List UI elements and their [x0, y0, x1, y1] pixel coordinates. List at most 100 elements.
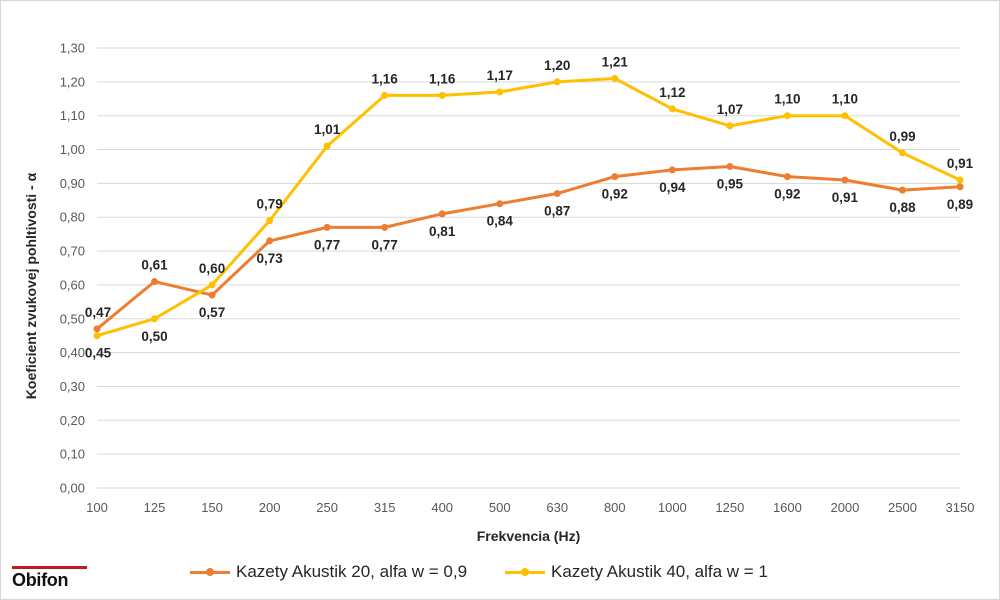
data-label-series-2: 1,21 — [602, 54, 629, 69]
data-point-series-1 — [668, 166, 676, 174]
data-label-series-1: 0,91 — [832, 190, 859, 205]
y-tick-label: 1,20 — [60, 74, 85, 89]
x-tick-label: 200 — [259, 500, 281, 515]
data-label-series-1: 0,61 — [141, 258, 168, 273]
legend-item-series-2: Kazety Akustik 40, alfa w = 1 — [505, 562, 768, 582]
data-point-series-1 — [783, 173, 791, 181]
y-tick-label: 0,40 — [60, 345, 85, 360]
series-line-2 — [95, 76, 962, 338]
data-label-series-1: 0,77 — [314, 237, 340, 252]
data-label-series-2: 1,20 — [544, 58, 570, 73]
data-label-series-2: 1,17 — [487, 68, 513, 83]
x-tick-label: 800 — [604, 500, 626, 515]
x-tick-label: 630 — [546, 500, 568, 515]
y-tick-label: 0,60 — [60, 277, 85, 292]
y-tick-label: 1,10 — [60, 108, 85, 123]
x-tick-label: 1000 — [658, 500, 687, 515]
y-tick-label: 1,00 — [60, 142, 85, 157]
data-point-series-1 — [898, 186, 906, 194]
legend-swatch-series-2 — [505, 563, 546, 581]
data-point-series-2 — [783, 112, 791, 120]
data-label-series-1: 0,57 — [199, 305, 225, 320]
data-point-series-2 — [151, 315, 159, 323]
data-label-series-2: 1,12 — [659, 85, 685, 100]
data-label-series-1: 0,84 — [487, 214, 514, 229]
data-point-series-1 — [611, 173, 619, 181]
legend-swatch-series-1 — [190, 563, 230, 581]
y-tick-label: 0,70 — [60, 244, 85, 259]
data-label-series-2: 0,91 — [947, 156, 974, 171]
series-group — [93, 74, 964, 340]
data-labels: 0,47 0,45 0,61 0,50 0,57 0,60 0,73 0,79 0,77 1,01… — [85, 54, 974, 360]
data-label-series-1: 0,94 — [659, 180, 686, 195]
data-label-series-1: 0,81 — [429, 224, 456, 239]
x-tick-label: 3150 — [946, 500, 975, 515]
data-point-series-2 — [381, 91, 389, 99]
data-label-series-1: 0,95 — [717, 176, 744, 191]
data-label-series-2: 0,45 — [85, 346, 112, 361]
x-tick-label: 2500 — [888, 500, 917, 515]
data-point-series-2 — [208, 281, 216, 289]
data-point-series-1 — [553, 190, 561, 198]
x-tick-label: 125 — [144, 500, 166, 515]
data-label-series-2: 0,99 — [889, 129, 915, 144]
data-point-series-1 — [438, 210, 446, 218]
data-point-series-1 — [208, 291, 216, 299]
data-label-series-2: 1,10 — [832, 92, 858, 107]
data-label-series-1: 0,92 — [774, 187, 800, 202]
data-label-series-1: 0,73 — [256, 251, 283, 266]
data-point-series-1 — [726, 162, 734, 170]
y-axis-ticks: 0,00 0,10 0,20 0,30 0,40 0,50 0,60 0,70 0,80 0,90… — [60, 41, 85, 496]
data-label-series-2: 0,79 — [256, 197, 282, 212]
legend: Kazety Akustik 20, alfa w = 0,9 Kazety A… — [190, 562, 806, 582]
data-label-series-1: 0,89 — [947, 197, 973, 212]
y-tick-label: 0,20 — [60, 413, 85, 428]
data-label-series-2: 1,01 — [314, 122, 341, 137]
data-point-series-1 — [841, 176, 849, 184]
data-label-series-2: 0,60 — [199, 261, 225, 276]
data-point-series-1 — [323, 223, 331, 231]
data-point-series-1 — [381, 223, 389, 231]
data-label-series-1: 0,92 — [602, 187, 628, 202]
data-point-series-2 — [668, 105, 676, 113]
x-tick-label: 2000 — [830, 500, 859, 515]
y-tick-label: 0,10 — [60, 447, 85, 462]
data-point-series-1 — [93, 325, 101, 333]
data-label-series-2: 1,10 — [774, 92, 800, 107]
data-point-series-2 — [841, 112, 849, 120]
x-tick-label: 500 — [489, 500, 511, 515]
data-point-series-1 — [266, 237, 274, 245]
gridlines — [97, 47, 960, 489]
data-label-series-2: 1,16 — [372, 71, 399, 86]
y-tick-label: 0,30 — [60, 379, 85, 394]
data-point-series-2 — [323, 142, 331, 150]
data-label-series-2: 1,16 — [429, 71, 456, 86]
data-point-series-2 — [726, 122, 734, 130]
data-point-series-2 — [266, 217, 274, 225]
y-tick-label: 0,00 — [60, 481, 85, 496]
legend-label-series-1: Kazety Akustik 20, alfa w = 0,9 — [236, 562, 468, 581]
data-point-series-2 — [553, 78, 561, 86]
data-label-series-2: 0,50 — [141, 329, 167, 344]
logo-accent-bar — [12, 566, 87, 569]
data-label-series-1: 0,47 — [85, 305, 111, 320]
series-line-1 — [95, 164, 962, 331]
x-tick-label: 150 — [201, 500, 223, 515]
y-tick-label: 1,30 — [60, 41, 85, 56]
legend-item-series-1: Kazety Akustik 20, alfa w = 0,9 — [190, 562, 467, 582]
obifon-logo: Obifon — [12, 566, 87, 591]
x-axis-ticks: 100 125 150 200 250 315 400 500 630 800 1000 1250 16… — [86, 500, 974, 515]
y-axis-title: Koeficient zvukovej pohltivosti - α — [23, 172, 39, 399]
y-tick-label: 0,80 — [60, 210, 85, 225]
data-point-series-2 — [93, 332, 101, 340]
y-tick-label: 0,50 — [60, 311, 85, 326]
data-point-series-2 — [956, 176, 964, 184]
logo-text: Obifon — [12, 570, 69, 590]
data-point-series-2 — [496, 88, 504, 96]
y-tick-label: 0,90 — [60, 176, 85, 191]
x-tick-label: 1600 — [773, 500, 802, 515]
x-tick-label: 315 — [374, 500, 396, 515]
x-tick-label: 1250 — [715, 500, 744, 515]
data-point-series-1 — [496, 200, 504, 208]
